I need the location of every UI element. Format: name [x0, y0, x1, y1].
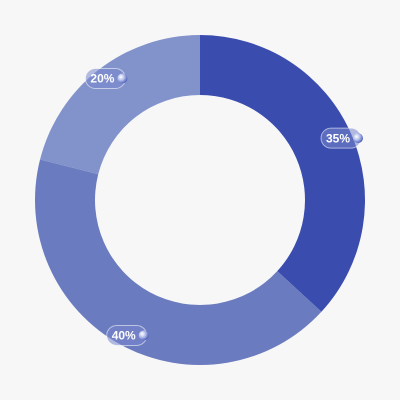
badge-bead: [117, 73, 128, 84]
value-badge: 35%: [320, 127, 364, 149]
badge-bead: [138, 330, 149, 341]
labels: 35% 40% 20%: [84, 67, 364, 346]
value-label: 20%: [90, 72, 114, 86]
value-label: 35%: [326, 131, 350, 145]
slice: [40, 35, 201, 175]
slice: [34, 159, 322, 365]
badge-bead: [353, 133, 364, 144]
value-badge: 20%: [84, 67, 128, 89]
slices: [34, 35, 365, 365]
value-badge: 40%: [106, 324, 149, 346]
value-label: 40%: [112, 329, 136, 343]
slice: [200, 35, 365, 312]
